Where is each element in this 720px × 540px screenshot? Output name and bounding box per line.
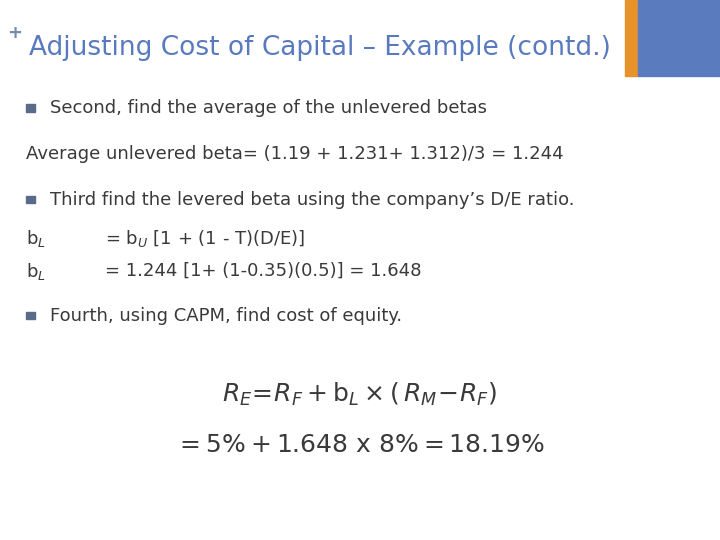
Text: Fourth, using CAPM, find cost of equity.: Fourth, using CAPM, find cost of equity. [50, 307, 402, 325]
Bar [26, 196, 35, 203]
Text: Second, find the average of the unlevered betas: Second, find the average of the unlevere… [50, 99, 487, 117]
Text: b$_L$: b$_L$ [26, 228, 46, 249]
Text: = b$_U$ [1 + (1 - T)(D/E)]: = b$_U$ [1 + (1 - T)(D/E)] [105, 228, 305, 249]
Bar [625, 0, 638, 76]
Bar [26, 104, 35, 111]
Text: $= 5\% + 1.648\ \mathrm{x}\ 8\% = 18.19\%$: $= 5\% + 1.648\ \mathrm{x}\ 8\% = 18.19\… [175, 434, 545, 457]
Text: +: + [7, 24, 22, 42]
Text: Adjusting Cost of Capital – Example (contd.): Adjusting Cost of Capital – Example (con… [29, 35, 611, 61]
Text: Third find the levered beta using the company’s D/E ratio.: Third find the levered beta using the co… [50, 191, 575, 209]
Text: $R_E\!=\!R_F + \mathrm{b}_L \times (\,R_M\!-\!R_F)$: $R_E\!=\!R_F + \mathrm{b}_L \times (\,R_… [222, 381, 498, 408]
Text: Average unlevered beta= (1.19 + 1.231+ 1.312)/3 = 1.244: Average unlevered beta= (1.19 + 1.231+ 1… [26, 145, 564, 163]
Bar [638, 0, 720, 76]
Text: b$_L$: b$_L$ [26, 261, 46, 281]
Bar [26, 312, 35, 320]
Text: = 1.244 [1+ (1-0.35)(0.5)] = 1.648: = 1.244 [1+ (1-0.35)(0.5)] = 1.648 [105, 262, 422, 280]
